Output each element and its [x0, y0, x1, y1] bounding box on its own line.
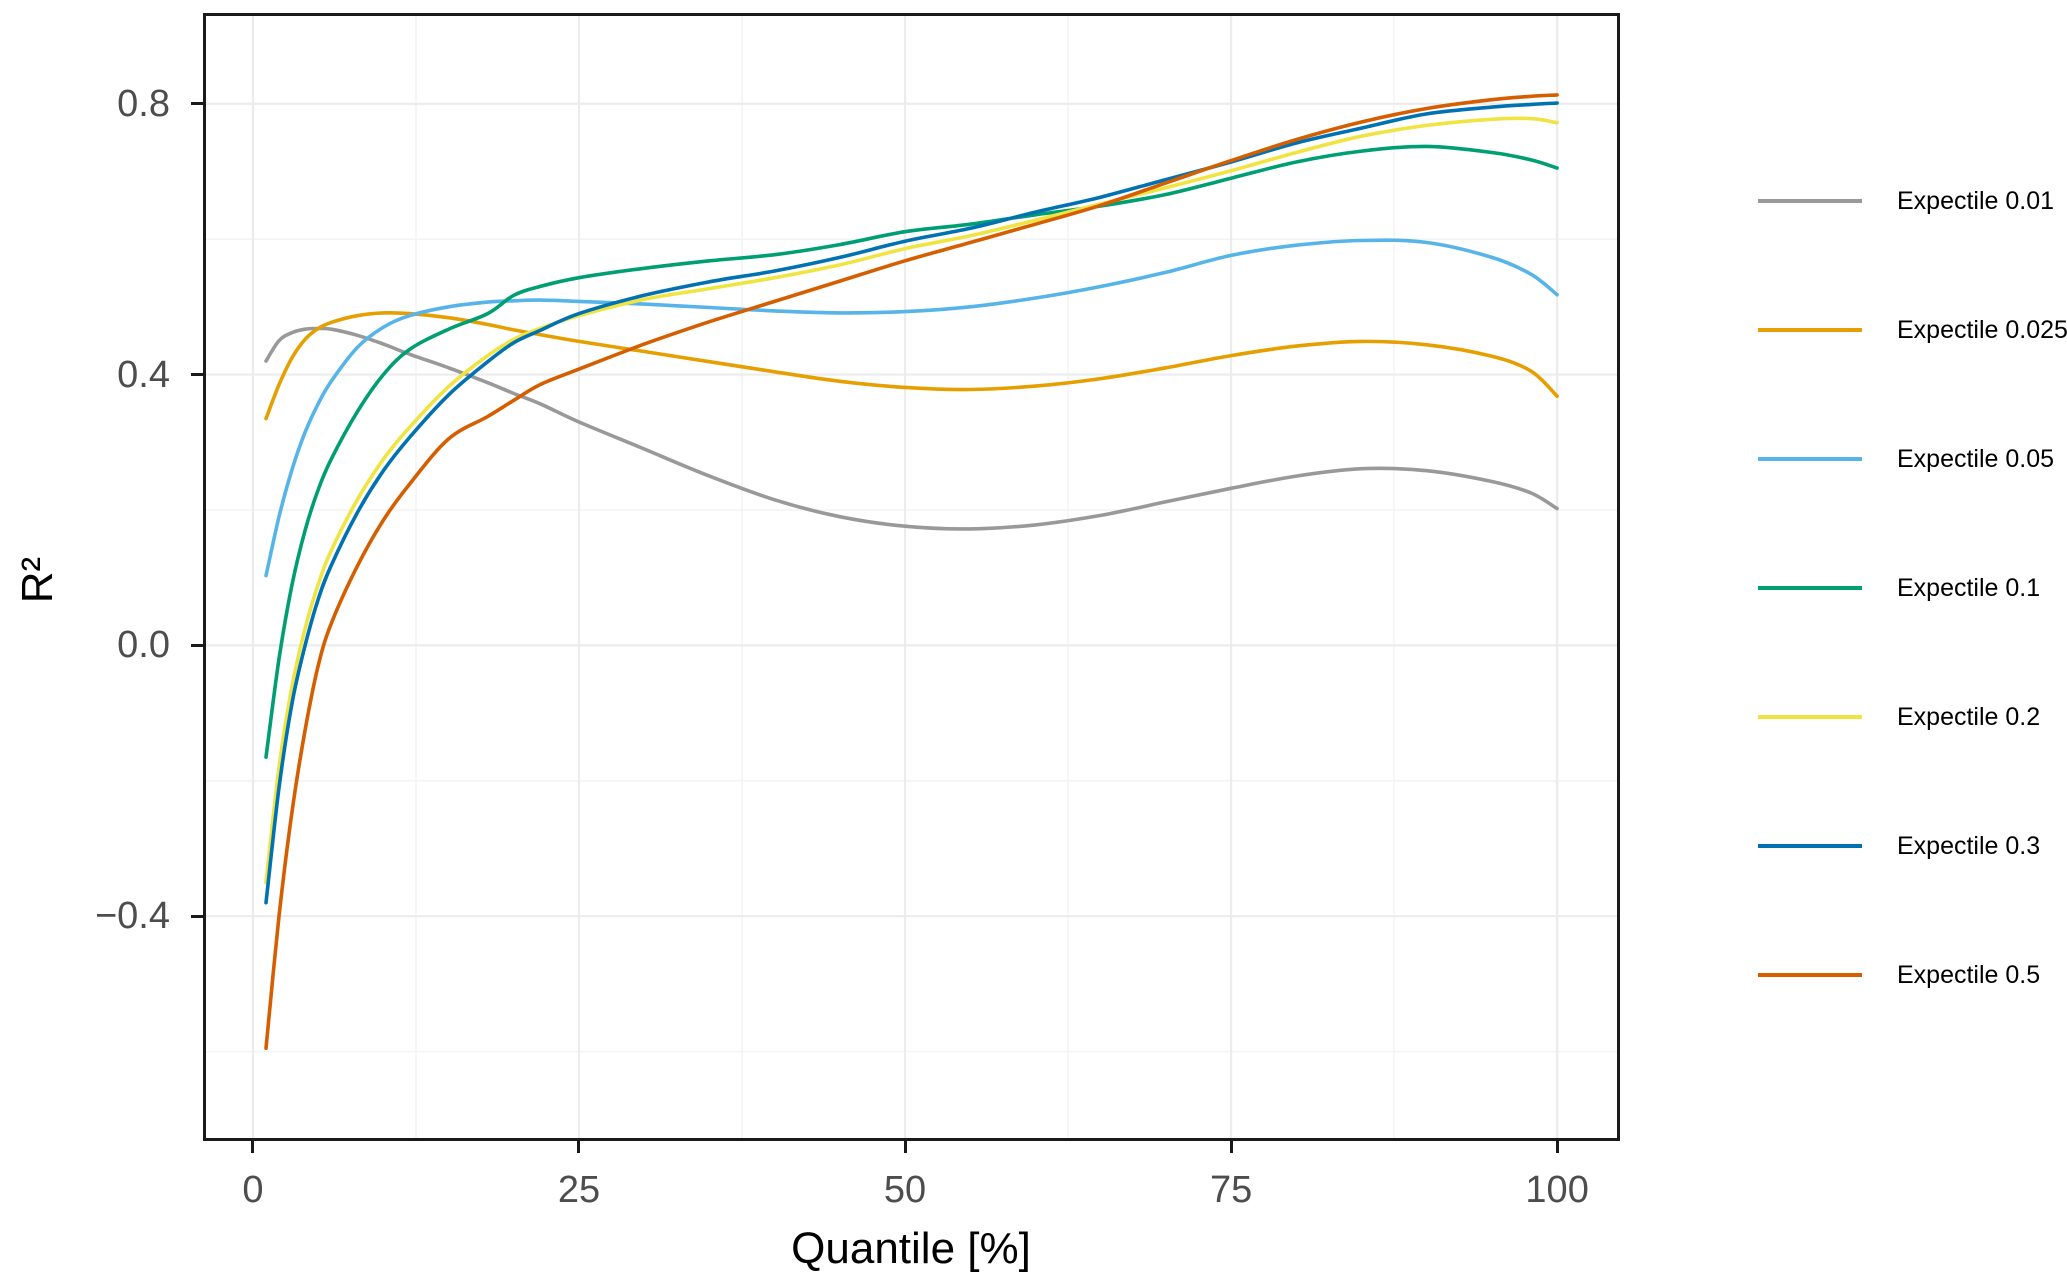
y-axis-tick — [191, 643, 203, 647]
series-line-expectile-0-01 — [264, 326, 1559, 531]
x-tick-label: 0 — [242, 1169, 264, 1211]
series-line-expectile-0-3 — [264, 101, 1559, 905]
plot-panel — [203, 13, 1620, 1141]
y-axis-tick — [191, 373, 203, 377]
legend-item-expectile-0-5: Expectile 0.5 — [1758, 959, 2040, 991]
legend-item-expectile-0-01: Expectile 0.01 — [1758, 185, 2054, 217]
legend-swatch-expectile-0-05 — [1758, 457, 1862, 461]
x-axis-tick — [1229, 1141, 1233, 1153]
legend-swatch-expectile-0-1 — [1758, 586, 1862, 590]
panel-border — [203, 13, 1620, 1141]
x-axis-tick — [577, 1141, 581, 1153]
legend-item-expectile-0-2: Expectile 0.2 — [1758, 701, 2040, 733]
legend-label-expectile-0-5: Expectile 0.5 — [1897, 960, 2041, 989]
x-axis-tick — [251, 1141, 255, 1153]
legend-label-expectile-0-3: Expectile 0.3 — [1897, 831, 2041, 860]
legend-label-expectile-0-1: Expectile 0.1 — [1897, 573, 2041, 602]
x-tick-label: 50 — [883, 1169, 927, 1211]
x-axis-tick — [1555, 1141, 1559, 1153]
legend-item-expectile-0-3: Expectile 0.3 — [1758, 830, 2040, 862]
legend-swatch-expectile-0-5 — [1758, 973, 1862, 977]
y-tick-label: 0.8 — [117, 82, 170, 125]
x-tick-label: 100 — [1525, 1169, 1589, 1211]
series-line-expectile-0-05 — [264, 238, 1559, 578]
series-line-expectile-0-5 — [264, 93, 1559, 1050]
legend-item-expectile-0-025: Expectile 0.025 — [1758, 314, 2067, 346]
y-tick-label: 0.0 — [117, 624, 170, 667]
legend-label-expectile-0-025: Expectile 0.025 — [1897, 315, 2067, 344]
y-axis-tick — [191, 102, 203, 106]
legend-label-expectile-0-01: Expectile 0.01 — [1897, 186, 2055, 215]
legend-item-expectile-0-05: Expectile 0.05 — [1758, 443, 2054, 475]
y-tick-label: −0.4 — [94, 895, 170, 938]
y-tick-label: 0.4 — [117, 353, 170, 396]
legend-label-expectile-0-05: Expectile 0.05 — [1897, 444, 2055, 473]
legend: Expectile 0.01 Expectile 0.025 Expectile 0… — [1758, 0, 2067, 1288]
legend-item-expectile-0-1: Expectile 0.1 — [1758, 572, 2040, 604]
legend-swatch-expectile-0-3 — [1758, 844, 1862, 848]
series-line-expectile-0-2 — [264, 116, 1559, 885]
x-tick-label: 75 — [1209, 1169, 1253, 1211]
x-axis-title: Quantile [%] — [791, 1224, 1031, 1273]
x-tick-label: 25 — [557, 1169, 601, 1211]
series-line-expectile-0-025 — [264, 310, 1559, 421]
series-line-expectile-0-1 — [264, 144, 1559, 759]
legend-swatch-expectile-0-01 — [1758, 199, 1862, 203]
chart-canvas — [203, 13, 1620, 1141]
x-axis-tick — [903, 1141, 907, 1153]
legend-swatch-expectile-0-2 — [1758, 715, 1862, 719]
legend-swatch-expectile-0-025 — [1758, 328, 1862, 332]
y-axis-tick — [191, 914, 203, 918]
legend-label-expectile-0-2: Expectile 0.2 — [1897, 702, 2041, 731]
